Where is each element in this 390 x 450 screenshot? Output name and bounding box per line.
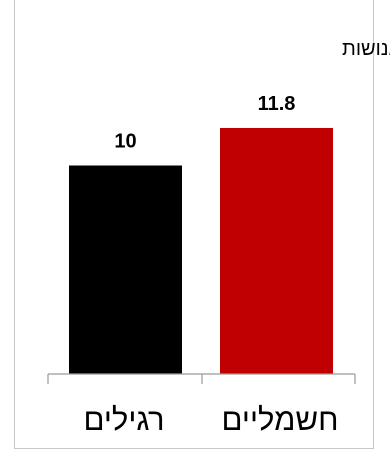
- bar-1: [220, 127, 333, 374]
- category-label-1: חשמליים: [222, 402, 339, 437]
- bar-2: [69, 165, 182, 374]
- chart-title: פציעות קשות ואנושות: [342, 38, 390, 60]
- category-label-2: רגילים: [83, 402, 164, 437]
- data-label-1: 11.8: [258, 93, 296, 115]
- data-label-2: 10: [114, 131, 136, 153]
